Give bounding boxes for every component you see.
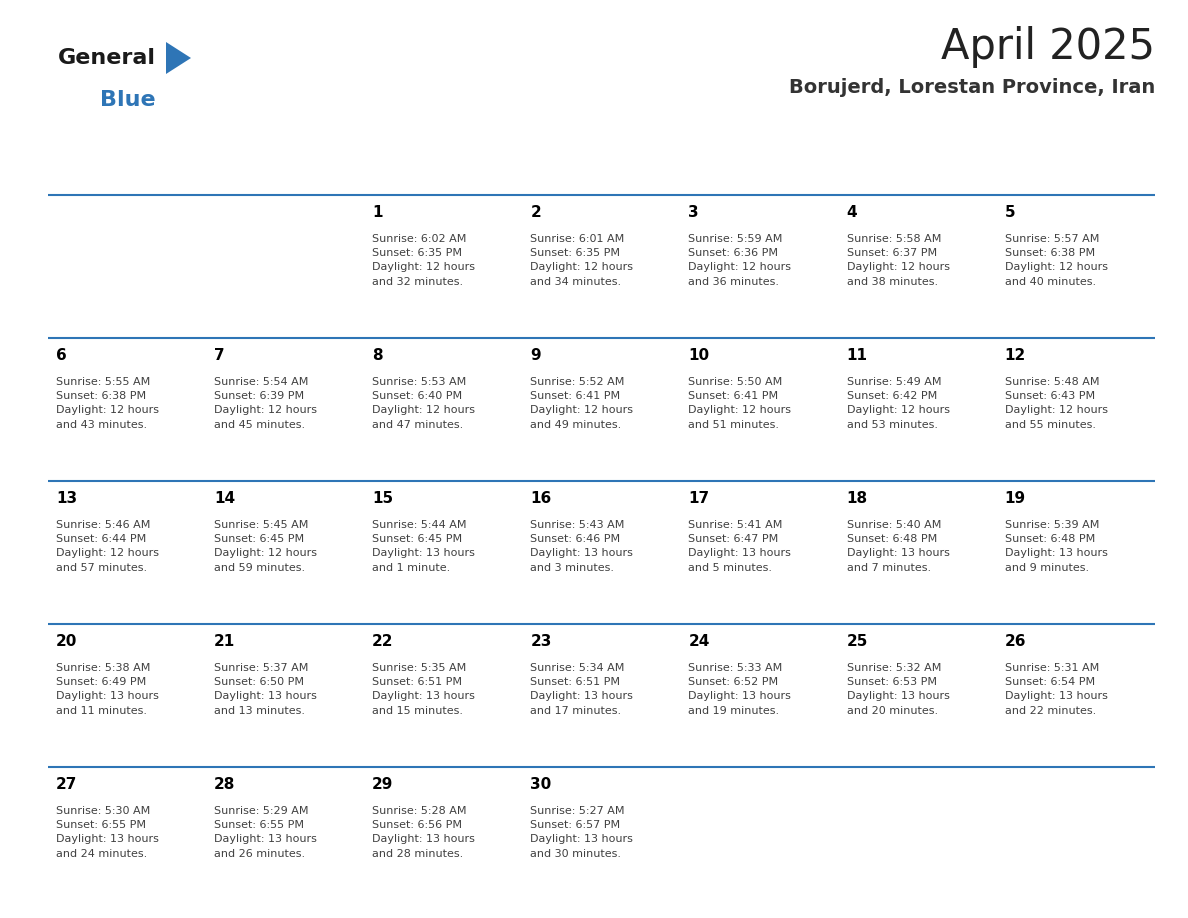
Text: Borujerd, Lorestan Province, Iran: Borujerd, Lorestan Province, Iran: [789, 78, 1155, 97]
Text: Sunrise: 5:58 AM
Sunset: 6:37 PM
Daylight: 12 hours
and 38 minutes.: Sunrise: 5:58 AM Sunset: 6:37 PM Dayligh…: [847, 233, 949, 286]
Text: Sunrise: 5:32 AM
Sunset: 6:53 PM
Daylight: 13 hours
and 20 minutes.: Sunrise: 5:32 AM Sunset: 6:53 PM Dayligh…: [847, 663, 949, 716]
Text: 9: 9: [530, 348, 541, 363]
Text: Sunrise: 5:45 AM
Sunset: 6:45 PM
Daylight: 12 hours
and 59 minutes.: Sunrise: 5:45 AM Sunset: 6:45 PM Dayligh…: [214, 520, 317, 573]
Text: Thursday: Thursday: [690, 166, 770, 181]
Text: Friday: Friday: [848, 166, 901, 181]
Text: 16: 16: [530, 491, 551, 506]
Text: Sunrise: 5:44 AM
Sunset: 6:45 PM
Daylight: 13 hours
and 1 minute.: Sunrise: 5:44 AM Sunset: 6:45 PM Dayligh…: [372, 520, 475, 573]
Text: 21: 21: [214, 634, 235, 649]
Text: 11: 11: [847, 348, 867, 363]
Text: Sunrise: 5:28 AM
Sunset: 6:56 PM
Daylight: 13 hours
and 28 minutes.: Sunrise: 5:28 AM Sunset: 6:56 PM Dayligh…: [372, 806, 475, 859]
Text: Sunrise: 5:30 AM
Sunset: 6:55 PM
Daylight: 13 hours
and 24 minutes.: Sunrise: 5:30 AM Sunset: 6:55 PM Dayligh…: [56, 806, 159, 859]
Text: Sunrise: 5:48 AM
Sunset: 6:43 PM
Daylight: 12 hours
and 55 minutes.: Sunrise: 5:48 AM Sunset: 6:43 PM Dayligh…: [1005, 376, 1107, 430]
Text: Sunrise: 5:50 AM
Sunset: 6:41 PM
Daylight: 12 hours
and 51 minutes.: Sunrise: 5:50 AM Sunset: 6:41 PM Dayligh…: [689, 376, 791, 430]
Text: Sunrise: 6:02 AM
Sunset: 6:35 PM
Daylight: 12 hours
and 32 minutes.: Sunrise: 6:02 AM Sunset: 6:35 PM Dayligh…: [372, 233, 475, 286]
Text: 20: 20: [56, 634, 77, 649]
Text: Sunrise: 5:27 AM
Sunset: 6:57 PM
Daylight: 13 hours
and 30 minutes.: Sunrise: 5:27 AM Sunset: 6:57 PM Dayligh…: [530, 806, 633, 859]
Text: 6: 6: [56, 348, 67, 363]
Text: Sunrise: 5:43 AM
Sunset: 6:46 PM
Daylight: 13 hours
and 3 minutes.: Sunrise: 5:43 AM Sunset: 6:46 PM Dayligh…: [530, 520, 633, 573]
Text: General: General: [58, 48, 156, 68]
Text: 29: 29: [372, 777, 393, 792]
Text: 14: 14: [214, 491, 235, 506]
Text: Sunrise: 5:34 AM
Sunset: 6:51 PM
Daylight: 13 hours
and 17 minutes.: Sunrise: 5:34 AM Sunset: 6:51 PM Dayligh…: [530, 663, 633, 716]
Text: 1: 1: [372, 205, 383, 220]
Text: Sunrise: 5:37 AM
Sunset: 6:50 PM
Daylight: 13 hours
and 13 minutes.: Sunrise: 5:37 AM Sunset: 6:50 PM Dayligh…: [214, 663, 317, 716]
Text: 30: 30: [530, 777, 551, 792]
Text: Sunrise: 5:39 AM
Sunset: 6:48 PM
Daylight: 13 hours
and 9 minutes.: Sunrise: 5:39 AM Sunset: 6:48 PM Dayligh…: [1005, 520, 1107, 573]
Text: 18: 18: [847, 491, 867, 506]
Text: Sunrise: 5:41 AM
Sunset: 6:47 PM
Daylight: 13 hours
and 5 minutes.: Sunrise: 5:41 AM Sunset: 6:47 PM Dayligh…: [689, 520, 791, 573]
Text: Sunrise: 5:40 AM
Sunset: 6:48 PM
Daylight: 13 hours
and 7 minutes.: Sunrise: 5:40 AM Sunset: 6:48 PM Dayligh…: [847, 520, 949, 573]
Text: April 2025: April 2025: [941, 26, 1155, 68]
Text: 28: 28: [214, 777, 235, 792]
Text: Sunrise: 5:53 AM
Sunset: 6:40 PM
Daylight: 12 hours
and 47 minutes.: Sunrise: 5:53 AM Sunset: 6:40 PM Dayligh…: [372, 376, 475, 430]
Text: 15: 15: [372, 491, 393, 506]
Text: 23: 23: [530, 634, 551, 649]
Text: Sunday: Sunday: [57, 166, 121, 181]
Text: Sunrise: 5:59 AM
Sunset: 6:36 PM
Daylight: 12 hours
and 36 minutes.: Sunrise: 5:59 AM Sunset: 6:36 PM Dayligh…: [689, 233, 791, 286]
Text: 3: 3: [689, 205, 699, 220]
Polygon shape: [166, 42, 191, 74]
Text: Tuesday: Tuesday: [374, 166, 443, 181]
Text: 13: 13: [56, 491, 77, 506]
Text: 27: 27: [56, 777, 77, 792]
Text: Sunrise: 5:57 AM
Sunset: 6:38 PM
Daylight: 12 hours
and 40 minutes.: Sunrise: 5:57 AM Sunset: 6:38 PM Dayligh…: [1005, 233, 1107, 286]
Text: 22: 22: [372, 634, 393, 649]
Text: 19: 19: [1005, 491, 1026, 506]
Text: 10: 10: [689, 348, 709, 363]
Text: Sunrise: 6:01 AM
Sunset: 6:35 PM
Daylight: 12 hours
and 34 minutes.: Sunrise: 6:01 AM Sunset: 6:35 PM Dayligh…: [530, 233, 633, 286]
Text: Saturday: Saturday: [1006, 166, 1085, 181]
Text: Blue: Blue: [100, 90, 156, 110]
Text: Sunrise: 5:49 AM
Sunset: 6:42 PM
Daylight: 12 hours
and 53 minutes.: Sunrise: 5:49 AM Sunset: 6:42 PM Dayligh…: [847, 376, 949, 430]
Text: 5: 5: [1005, 205, 1016, 220]
Text: Wednesday: Wednesday: [532, 166, 631, 181]
Text: Sunrise: 5:31 AM
Sunset: 6:54 PM
Daylight: 13 hours
and 22 minutes.: Sunrise: 5:31 AM Sunset: 6:54 PM Dayligh…: [1005, 663, 1107, 716]
Text: Sunrise: 5:46 AM
Sunset: 6:44 PM
Daylight: 12 hours
and 57 minutes.: Sunrise: 5:46 AM Sunset: 6:44 PM Dayligh…: [56, 520, 159, 573]
Text: 2: 2: [530, 205, 541, 220]
Text: 26: 26: [1005, 634, 1026, 649]
Text: 25: 25: [847, 634, 868, 649]
Text: Sunrise: 5:55 AM
Sunset: 6:38 PM
Daylight: 12 hours
and 43 minutes.: Sunrise: 5:55 AM Sunset: 6:38 PM Dayligh…: [56, 376, 159, 430]
Text: Sunrise: 5:52 AM
Sunset: 6:41 PM
Daylight: 12 hours
and 49 minutes.: Sunrise: 5:52 AM Sunset: 6:41 PM Dayligh…: [530, 376, 633, 430]
Text: 17: 17: [689, 491, 709, 506]
Text: 24: 24: [689, 634, 710, 649]
Text: Sunrise: 5:33 AM
Sunset: 6:52 PM
Daylight: 13 hours
and 19 minutes.: Sunrise: 5:33 AM Sunset: 6:52 PM Dayligh…: [689, 663, 791, 716]
Text: 8: 8: [372, 348, 383, 363]
Text: Sunrise: 5:38 AM
Sunset: 6:49 PM
Daylight: 13 hours
and 11 minutes.: Sunrise: 5:38 AM Sunset: 6:49 PM Dayligh…: [56, 663, 159, 716]
Text: 7: 7: [214, 348, 225, 363]
Text: Sunrise: 5:35 AM
Sunset: 6:51 PM
Daylight: 13 hours
and 15 minutes.: Sunrise: 5:35 AM Sunset: 6:51 PM Dayligh…: [372, 663, 475, 716]
Text: Sunrise: 5:54 AM
Sunset: 6:39 PM
Daylight: 12 hours
and 45 minutes.: Sunrise: 5:54 AM Sunset: 6:39 PM Dayligh…: [214, 376, 317, 430]
Text: 12: 12: [1005, 348, 1026, 363]
Text: Sunrise: 5:29 AM
Sunset: 6:55 PM
Daylight: 13 hours
and 26 minutes.: Sunrise: 5:29 AM Sunset: 6:55 PM Dayligh…: [214, 806, 317, 859]
Text: Monday: Monday: [216, 166, 283, 181]
Text: 4: 4: [847, 205, 858, 220]
